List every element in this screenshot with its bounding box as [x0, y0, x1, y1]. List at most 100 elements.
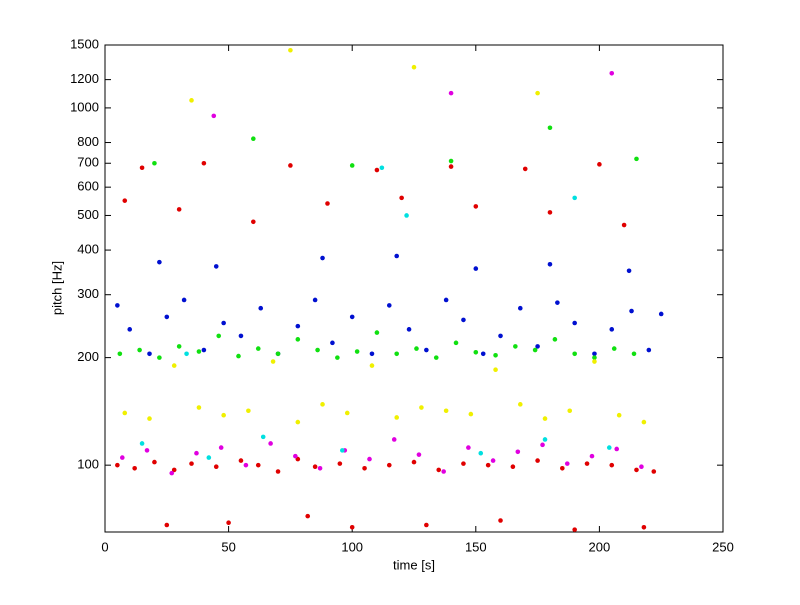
data-point — [305, 513, 311, 519]
data-point — [295, 419, 301, 425]
data-point — [547, 210, 553, 215]
data-point — [616, 412, 622, 418]
data-point — [169, 470, 175, 476]
data-point — [510, 464, 516, 470]
data-point — [646, 347, 652, 353]
data-point — [626, 268, 632, 274]
data-point — [251, 219, 256, 225]
data-point — [609, 327, 615, 332]
data-point — [115, 303, 120, 308]
data-point — [478, 450, 484, 456]
data-point — [493, 353, 498, 358]
data-point — [312, 464, 318, 470]
data-point — [572, 351, 577, 357]
data-point — [268, 441, 273, 446]
data-point — [275, 469, 281, 474]
data-point — [567, 408, 573, 414]
data-point — [340, 448, 345, 453]
data-point — [189, 98, 194, 103]
data-point — [572, 195, 577, 201]
data-point — [498, 333, 503, 339]
data-point — [547, 125, 553, 131]
data-point — [394, 253, 399, 259]
data-point — [448, 164, 454, 169]
data-point — [260, 434, 266, 440]
data-point — [238, 458, 244, 463]
data-point — [157, 259, 162, 265]
data-point — [461, 461, 466, 466]
data-point — [335, 355, 340, 360]
data-point — [404, 213, 409, 218]
data-point — [367, 456, 372, 462]
data-point — [597, 162, 602, 167]
data-point — [362, 465, 367, 471]
data-point — [448, 90, 454, 96]
data-point — [226, 520, 231, 526]
data-point — [293, 453, 298, 459]
data-point — [629, 308, 634, 314]
data-point — [589, 453, 595, 459]
data-point — [651, 469, 657, 474]
data-point — [216, 333, 222, 339]
data-point — [411, 459, 417, 465]
data-point — [312, 297, 318, 303]
data-point — [584, 461, 590, 466]
x-tick-label: 150 — [465, 539, 487, 554]
data-point — [614, 446, 620, 452]
data-point — [236, 353, 241, 359]
data-point — [631, 351, 637, 357]
data-point — [490, 458, 496, 463]
data-point — [517, 305, 523, 311]
data-point — [295, 323, 301, 329]
data-point — [189, 461, 194, 466]
data-point — [243, 462, 249, 468]
data-point — [315, 347, 320, 353]
data-point — [513, 344, 518, 349]
data-point — [221, 320, 226, 326]
x-tick-label: 50 — [221, 539, 235, 554]
data-point — [147, 416, 152, 421]
y-axis-label: pitch [Hz] — [49, 261, 64, 315]
data-point — [411, 64, 417, 70]
data-point — [441, 469, 446, 474]
data-point — [641, 419, 647, 425]
data-point — [171, 467, 177, 473]
data-point — [606, 445, 612, 450]
data-point — [433, 355, 439, 360]
data-point — [325, 201, 330, 206]
data-point — [374, 330, 380, 335]
x-tick-label: 0 — [101, 539, 108, 554]
data-point — [498, 518, 503, 523]
data-point — [176, 344, 182, 349]
data-point — [560, 465, 565, 471]
data-point — [522, 166, 528, 172]
data-point — [255, 346, 261, 351]
data-point — [552, 337, 558, 342]
data-point — [542, 437, 548, 442]
data-point — [251, 136, 256, 141]
data-point — [424, 522, 429, 528]
data-point — [448, 158, 454, 164]
data-point — [218, 445, 224, 450]
data-point — [157, 355, 162, 360]
y-tick-label: 200 — [77, 349, 99, 364]
data-point — [535, 458, 540, 463]
data-point — [288, 163, 293, 168]
data-point — [621, 222, 627, 228]
data-point — [517, 402, 523, 407]
data-point — [540, 442, 545, 448]
data-point — [414, 346, 419, 351]
data-point — [639, 464, 644, 470]
data-point — [139, 441, 145, 446]
data-point — [330, 340, 335, 346]
data-point — [453, 340, 459, 346]
data-point — [255, 462, 261, 468]
data-point — [117, 351, 123, 357]
data-point — [164, 314, 170, 320]
data-point — [127, 327, 133, 332]
data-point — [542, 416, 548, 421]
data-point — [152, 160, 157, 166]
data-point — [473, 204, 479, 209]
data-point — [369, 363, 375, 368]
